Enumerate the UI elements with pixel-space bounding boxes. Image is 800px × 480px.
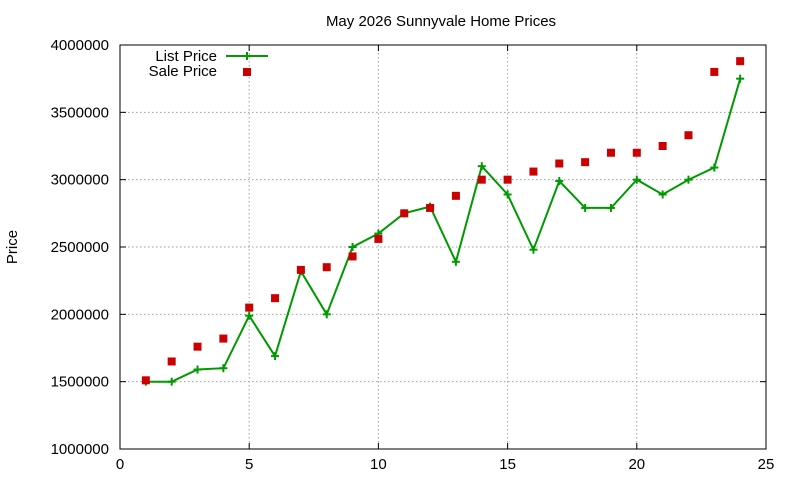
y-tick-label: 2500000 (51, 239, 109, 256)
legend-label-list-price: List Price (155, 48, 217, 65)
list-price-point (632, 175, 641, 184)
sale-price-point (245, 303, 254, 312)
list-price-point (684, 175, 693, 184)
y-tick-label: 1000000 (51, 441, 109, 458)
legend-label-sale-price: Sale Price (149, 63, 217, 80)
y-tick-label: 4000000 (51, 37, 109, 54)
sale-price-point (503, 175, 512, 184)
sale-price-point (374, 234, 383, 243)
list-price-point (581, 203, 590, 212)
axis-ticks: 1000000 1500000 2000000 2500000 3000000 35000… (51, 37, 775, 473)
list-price-point (322, 310, 331, 319)
sale-price-point (451, 191, 460, 200)
list-price-point (193, 365, 202, 374)
y-tick-label: 1500000 (51, 374, 109, 391)
list-price-point (451, 257, 460, 266)
sale-price-point (426, 203, 435, 212)
sale-price-point (322, 263, 331, 272)
sale-price-point (477, 175, 486, 184)
legend-sample-sale-price (243, 68, 251, 76)
x-tick-label: 15 (499, 456, 516, 473)
legend-marker-list-price (243, 52, 251, 60)
plot-frame (119, 44, 767, 450)
sale-price-point (296, 265, 305, 274)
sale-price-point (606, 148, 615, 157)
sale-price-point (658, 142, 667, 150)
grid-lines (120, 45, 766, 449)
x-tick-label: 20 (628, 456, 645, 473)
y-tick-label: 3500000 (51, 104, 109, 121)
list-price-point (477, 162, 486, 171)
sale-price-point (141, 376, 150, 385)
list-price-point (606, 203, 615, 212)
x-tick-label: 10 (370, 456, 387, 473)
sale-price-point (736, 57, 745, 66)
legend: List Price Sale Price (149, 48, 268, 80)
x-tick-label: 5 (245, 456, 253, 473)
sale-price-point (581, 158, 590, 167)
list-price-point (271, 352, 280, 361)
list-price-point (348, 243, 357, 251)
sale-price-point (684, 131, 693, 140)
list-price-point (503, 190, 512, 199)
x-tick-label: 0 (116, 456, 124, 473)
sale-price-point (271, 294, 280, 303)
sale-price-point (167, 357, 176, 366)
list-price-line (145, 78, 742, 383)
sale-price-point (219, 334, 228, 343)
y-tick-label: 2000000 (51, 306, 109, 323)
legend-sample-list-price (226, 52, 268, 60)
list-price-point (219, 364, 228, 373)
list-price-point (529, 245, 538, 254)
data-series (141, 57, 745, 386)
sale-price-point (710, 67, 719, 76)
list-price-point (555, 177, 564, 186)
sale-price-point (632, 148, 641, 157)
y-axis-label: Price (4, 230, 21, 264)
sale-price-point (348, 252, 357, 261)
list-price-point (658, 190, 667, 199)
list-price-point (710, 163, 719, 172)
list-price-point (167, 377, 176, 386)
list-price-point (245, 311, 254, 320)
x-tick-label: 25 (758, 456, 775, 473)
sale-price-point (400, 209, 409, 218)
list-price-point (736, 74, 745, 83)
sale-price-point (529, 167, 538, 176)
chart-title: May 2026 Sunnyvale Home Prices (326, 13, 556, 30)
legend-marker-sale-price (243, 68, 251, 76)
y-tick-label: 3000000 (51, 172, 109, 189)
sale-price-point (555, 159, 564, 168)
sale-price-point (193, 342, 202, 351)
